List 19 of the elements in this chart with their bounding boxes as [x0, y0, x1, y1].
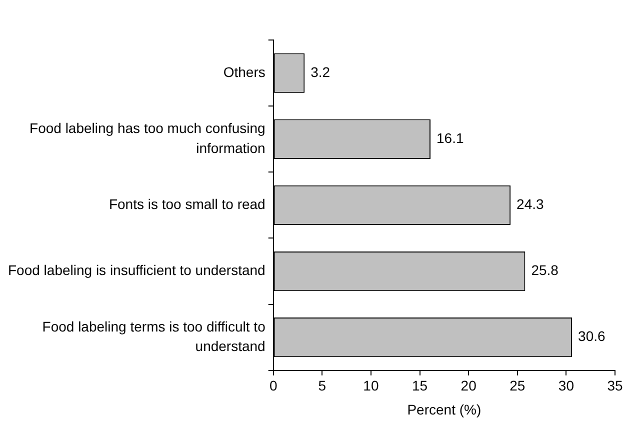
y-tick-label: Fonts is too small to read	[108, 196, 266, 212]
x-tick-label: 30	[558, 378, 574, 394]
data-label: 16.1	[436, 130, 464, 146]
y-tick-label: Food labeling has too much confusing information	[30, 120, 266, 156]
data-label: 30.6	[578, 328, 606, 344]
x-tick-label: 25	[510, 378, 526, 394]
x-tick-label: 15	[412, 378, 428, 394]
y-tick-label: Food labeling terms is too difficult to understand	[42, 318, 266, 354]
x-tick-label: 35	[607, 378, 623, 394]
data-label: 25.8	[531, 262, 559, 278]
x-tick-label: 0	[269, 378, 278, 394]
x-tick-label: 20	[460, 378, 477, 394]
x-axis-title: Percent (%)	[407, 401, 482, 418]
x-tick-label: 5	[318, 378, 326, 394]
y-tick-label: Food labeling is insufficient to understand	[8, 262, 266, 278]
x-tick-label: 10	[363, 378, 379, 394]
y-tick-label: Others	[223, 64, 266, 80]
data-label: 3.2	[310, 64, 330, 80]
data-label: 24.3	[516, 196, 544, 212]
